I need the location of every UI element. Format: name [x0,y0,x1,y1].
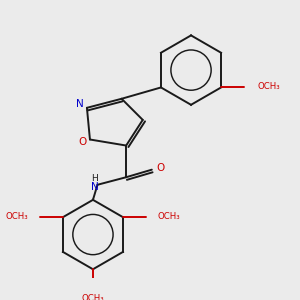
Text: O: O [156,163,164,173]
Text: H: H [91,174,98,183]
Text: OCH₃: OCH₃ [82,294,104,300]
Text: N: N [76,99,83,109]
Text: OCH₃: OCH₃ [5,212,28,221]
Text: N: N [91,182,98,192]
Text: OCH₃: OCH₃ [158,212,181,221]
Text: OCH₃: OCH₃ [257,82,280,91]
Text: O: O [78,137,86,147]
